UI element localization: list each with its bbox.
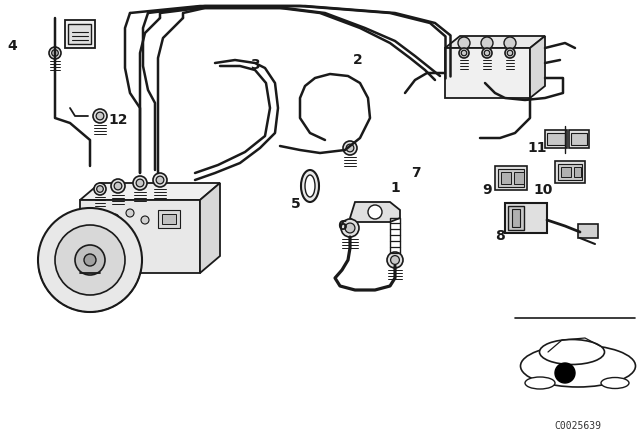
- Circle shape: [156, 176, 164, 184]
- Text: 7: 7: [411, 166, 421, 180]
- Circle shape: [390, 256, 399, 264]
- Bar: [547, 133, 565, 145]
- Circle shape: [97, 186, 103, 192]
- Circle shape: [346, 144, 354, 152]
- Circle shape: [84, 254, 96, 266]
- Circle shape: [345, 223, 355, 233]
- Polygon shape: [80, 183, 220, 200]
- Ellipse shape: [525, 377, 555, 389]
- Circle shape: [93, 109, 107, 123]
- Circle shape: [96, 209, 104, 217]
- Bar: [569, 130, 589, 148]
- Bar: [558, 164, 582, 180]
- Bar: [495, 166, 527, 190]
- Ellipse shape: [305, 175, 315, 197]
- Bar: [158, 210, 180, 228]
- Text: 9: 9: [482, 183, 492, 197]
- Ellipse shape: [540, 340, 605, 365]
- Circle shape: [387, 252, 403, 268]
- Circle shape: [49, 47, 61, 59]
- Text: 6: 6: [337, 219, 347, 233]
- Circle shape: [555, 363, 575, 383]
- Circle shape: [458, 37, 470, 49]
- Circle shape: [94, 183, 106, 195]
- Bar: [162, 214, 176, 224]
- Text: C0025639: C0025639: [554, 421, 602, 431]
- Bar: [574, 167, 581, 177]
- Text: 8: 8: [495, 229, 505, 243]
- Bar: [508, 206, 524, 230]
- Ellipse shape: [301, 170, 319, 202]
- Polygon shape: [445, 48, 530, 98]
- Bar: [512, 209, 520, 227]
- Circle shape: [481, 37, 493, 49]
- Ellipse shape: [520, 345, 636, 387]
- Circle shape: [133, 176, 147, 190]
- Polygon shape: [530, 36, 545, 98]
- Circle shape: [52, 50, 58, 56]
- Circle shape: [508, 50, 513, 56]
- Bar: [68, 24, 91, 44]
- Text: 2: 2: [353, 53, 363, 67]
- Bar: [555, 161, 585, 183]
- Circle shape: [96, 112, 104, 120]
- Text: 3: 3: [250, 58, 260, 72]
- Polygon shape: [350, 202, 400, 222]
- Circle shape: [96, 226, 104, 234]
- Bar: [578, 224, 598, 238]
- Text: 1: 1: [390, 181, 400, 195]
- Circle shape: [459, 48, 469, 58]
- Circle shape: [38, 208, 142, 312]
- Circle shape: [114, 182, 122, 190]
- Text: 10: 10: [533, 183, 553, 197]
- Polygon shape: [80, 200, 200, 273]
- Bar: [498, 169, 524, 187]
- Text: 5: 5: [291, 197, 301, 211]
- Circle shape: [141, 216, 149, 224]
- Circle shape: [136, 179, 144, 187]
- Circle shape: [55, 225, 125, 295]
- Bar: [501, 172, 511, 184]
- Circle shape: [75, 245, 105, 275]
- Circle shape: [111, 214, 119, 222]
- Text: 12: 12: [108, 113, 128, 127]
- Text: 4: 4: [7, 39, 17, 53]
- Bar: [65, 20, 95, 48]
- Circle shape: [505, 48, 515, 58]
- Circle shape: [341, 219, 359, 237]
- Circle shape: [504, 37, 516, 49]
- Circle shape: [111, 179, 125, 193]
- Polygon shape: [200, 183, 220, 273]
- Text: 11: 11: [527, 141, 547, 155]
- Circle shape: [153, 173, 167, 187]
- Circle shape: [126, 209, 134, 217]
- Polygon shape: [445, 36, 545, 48]
- Bar: [561, 167, 571, 177]
- Circle shape: [484, 50, 490, 56]
- Bar: [514, 172, 524, 184]
- Ellipse shape: [601, 378, 629, 388]
- Bar: [505, 203, 547, 233]
- Circle shape: [461, 50, 467, 56]
- Circle shape: [482, 48, 492, 58]
- Bar: [545, 130, 567, 148]
- Bar: [571, 133, 587, 145]
- Circle shape: [343, 141, 357, 155]
- Circle shape: [368, 205, 382, 219]
